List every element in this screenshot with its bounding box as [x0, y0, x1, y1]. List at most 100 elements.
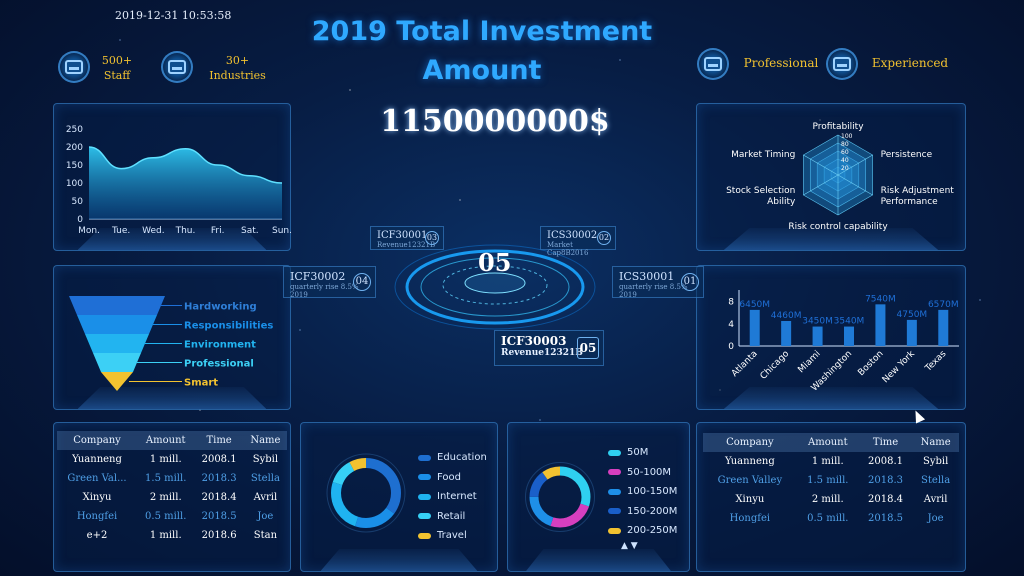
tag-code: ICF30001 — [377, 230, 428, 241]
funnel-label: Responsibilities — [184, 321, 273, 332]
area-x-tick: Fri. — [211, 226, 225, 236]
bar-data-label: 3450M — [802, 317, 833, 327]
legend-item[interactable]: 50M — [608, 443, 677, 463]
table-cell: 1 mill. — [149, 530, 182, 541]
legend-swatch — [418, 454, 431, 461]
tag-icf30003[interactable]: ICF30003 Revenue12321B 05 — [494, 330, 604, 366]
legend-swatch — [608, 469, 621, 476]
table-row[interactable]: Hongfei 0.5 mill. 2018.5 Joe — [703, 509, 959, 528]
table-cell: Sybil — [922, 456, 949, 467]
tag-number: 01 — [681, 273, 699, 291]
table-cell: 2 mill. — [811, 494, 844, 505]
legend-pager[interactable]: ▲ ▼ — [621, 541, 638, 551]
table-header-cell[interactable]: Name — [912, 433, 959, 452]
table-cell: 2018.3 — [201, 473, 237, 484]
tag-ics30001[interactable]: ICS30001 quarterly rise 8.5% 2019 01 — [612, 266, 704, 299]
tag-sub: Revenue12321B — [377, 241, 436, 249]
legend-item[interactable]: 200-250M — [608, 521, 677, 541]
legend-item[interactable]: Travel — [418, 526, 487, 546]
table-row[interactable]: Yuanneng 1 mill. 2008.1 Sybil — [703, 452, 959, 471]
experienced-badge-icon — [826, 48, 858, 80]
table-cell: 2018.6 — [201, 530, 237, 541]
funnel-label: Professional — [184, 359, 254, 370]
donut-slice — [529, 466, 591, 528]
table-cell: 2 mill. — [149, 492, 182, 503]
table-cell: Joe — [927, 513, 944, 524]
table-header-cell[interactable]: Time — [194, 431, 244, 450]
legend-swatch — [418, 474, 431, 481]
legend-item[interactable]: 50-100M — [608, 463, 677, 483]
table-header-cell[interactable]: Company — [703, 433, 797, 452]
legend-item[interactable]: Education — [418, 448, 487, 468]
legend-item[interactable]: 100-150M — [608, 482, 677, 502]
area-x-tick: Thu. — [175, 226, 196, 236]
funnel-segment — [77, 315, 157, 334]
legend-swatch — [418, 532, 431, 539]
legend-item[interactable]: Internet — [418, 487, 487, 507]
table-header-cell[interactable]: Amount — [796, 433, 859, 452]
legend-label: Retail — [437, 510, 466, 522]
bar-data-label: 7540M — [865, 294, 896, 304]
bar-y-tick: 4 — [728, 320, 734, 330]
table-cell: Avril — [253, 492, 278, 503]
tag-icf30001[interactable]: ICF30001 Revenue12321B 03 — [370, 226, 444, 250]
table-cell: Hongfei — [729, 513, 771, 524]
legend-item[interactable]: Retail — [418, 507, 487, 527]
sector-legend: Education Food Internet Retail Travel — [418, 448, 487, 546]
table-row[interactable]: Yuanneng 1 mill. 2008.1 Sybil — [57, 450, 287, 469]
tag-number: 03 — [425, 231, 439, 245]
legend-label: 50M — [627, 447, 649, 459]
stat-industries-label: Industries — [209, 69, 266, 82]
legend-label: Travel — [437, 530, 467, 542]
radar-tick: 20 — [841, 165, 849, 172]
tag-sub: quarterly rise 8.5% 2019 — [290, 283, 359, 299]
table-cell: 2008.1 — [201, 454, 237, 465]
table-cell: e+2 — [86, 530, 108, 541]
table-header-cell[interactable]: Time — [858, 433, 913, 452]
radar-axis — [837, 154, 873, 176]
tag-number: 04 — [353, 273, 371, 291]
radar-axis — [803, 174, 839, 196]
donut-slice — [331, 458, 401, 528]
table-cell: 2018.4 — [201, 492, 237, 503]
table-row[interactable]: Xinyu 2 mill. 2018.4 Avril — [703, 490, 959, 509]
area-y-tick: 150 — [66, 161, 83, 171]
table-row[interactable]: e+2 1 mill. 2018.6 Stan — [57, 526, 287, 545]
area-series-fill — [89, 147, 282, 219]
bar-y-tick: 8 — [728, 298, 734, 308]
legend-item[interactable]: Food — [418, 468, 487, 488]
bar-mark — [844, 326, 854, 346]
donut-slice — [331, 458, 401, 528]
title-line-2: Amount — [422, 55, 542, 86]
investment-table-left-panel: Company Amount Time Name Yuanneng 1 mill. 200… — [53, 422, 291, 572]
stat-staff-value: 500+ — [101, 54, 133, 67]
bar-data-label: 6570M — [928, 300, 959, 310]
table-row[interactable]: Hongfei 0.5 mill. 2018.5 Joe — [57, 507, 287, 526]
bar-mark — [749, 309, 760, 346]
legend-item[interactable]: 150-200M — [608, 502, 677, 522]
bar-data-label: 6450M — [739, 300, 770, 310]
table-header-cell[interactable]: Company — [57, 431, 138, 450]
tag-icf30002[interactable]: ICF30002 quarterly rise 8.5% 2019 04 — [283, 266, 376, 299]
investment-table-left: Company Amount Time Name Yuanneng 1 mill. 200… — [57, 431, 287, 545]
tag-ics30002[interactable]: ICS30002 Market Cap8B2016 02 — [540, 226, 616, 257]
city-bar-chart: 0 4 8 6450M Atlanta 4460M Chicago 3450M Miami 354… — [728, 290, 959, 394]
donut-outer-ring — [326, 453, 406, 533]
table-cell: 1.5 mill. — [807, 475, 849, 486]
table-row[interactable]: Green Val... 1.5 mill. 2018.3 Stella — [57, 469, 287, 488]
investment-table-right-panel: Company Amount Time Name Yuanneng 1 mill. 200… — [696, 422, 966, 572]
table-row[interactable]: Xinyu 2 mill. 2018.4 Avril — [57, 488, 287, 507]
area-y-tick: 50 — [72, 197, 84, 207]
table-header-cell[interactable]: Amount — [137, 431, 195, 450]
table-header-cell[interactable]: Name — [243, 431, 287, 450]
table-row[interactable]: Green Valley 1.5 mill. 2018.3 Stella — [703, 471, 959, 490]
table-cell: Stan — [253, 530, 278, 541]
bar-x-tick: Atlanta — [730, 349, 760, 379]
funnel-segment — [85, 334, 149, 353]
legend-swatch — [608, 527, 621, 534]
area-x-tick: Wed. — [142, 226, 164, 236]
tag-sub: Market Cap8B2016 — [547, 241, 589, 257]
datetime-display: 2019-12-31 10:53:58 — [115, 9, 232, 22]
city-bar-chart-panel: 0 4 8 6450M Atlanta 4460M Chicago 3450M Miami 354… — [696, 265, 966, 410]
